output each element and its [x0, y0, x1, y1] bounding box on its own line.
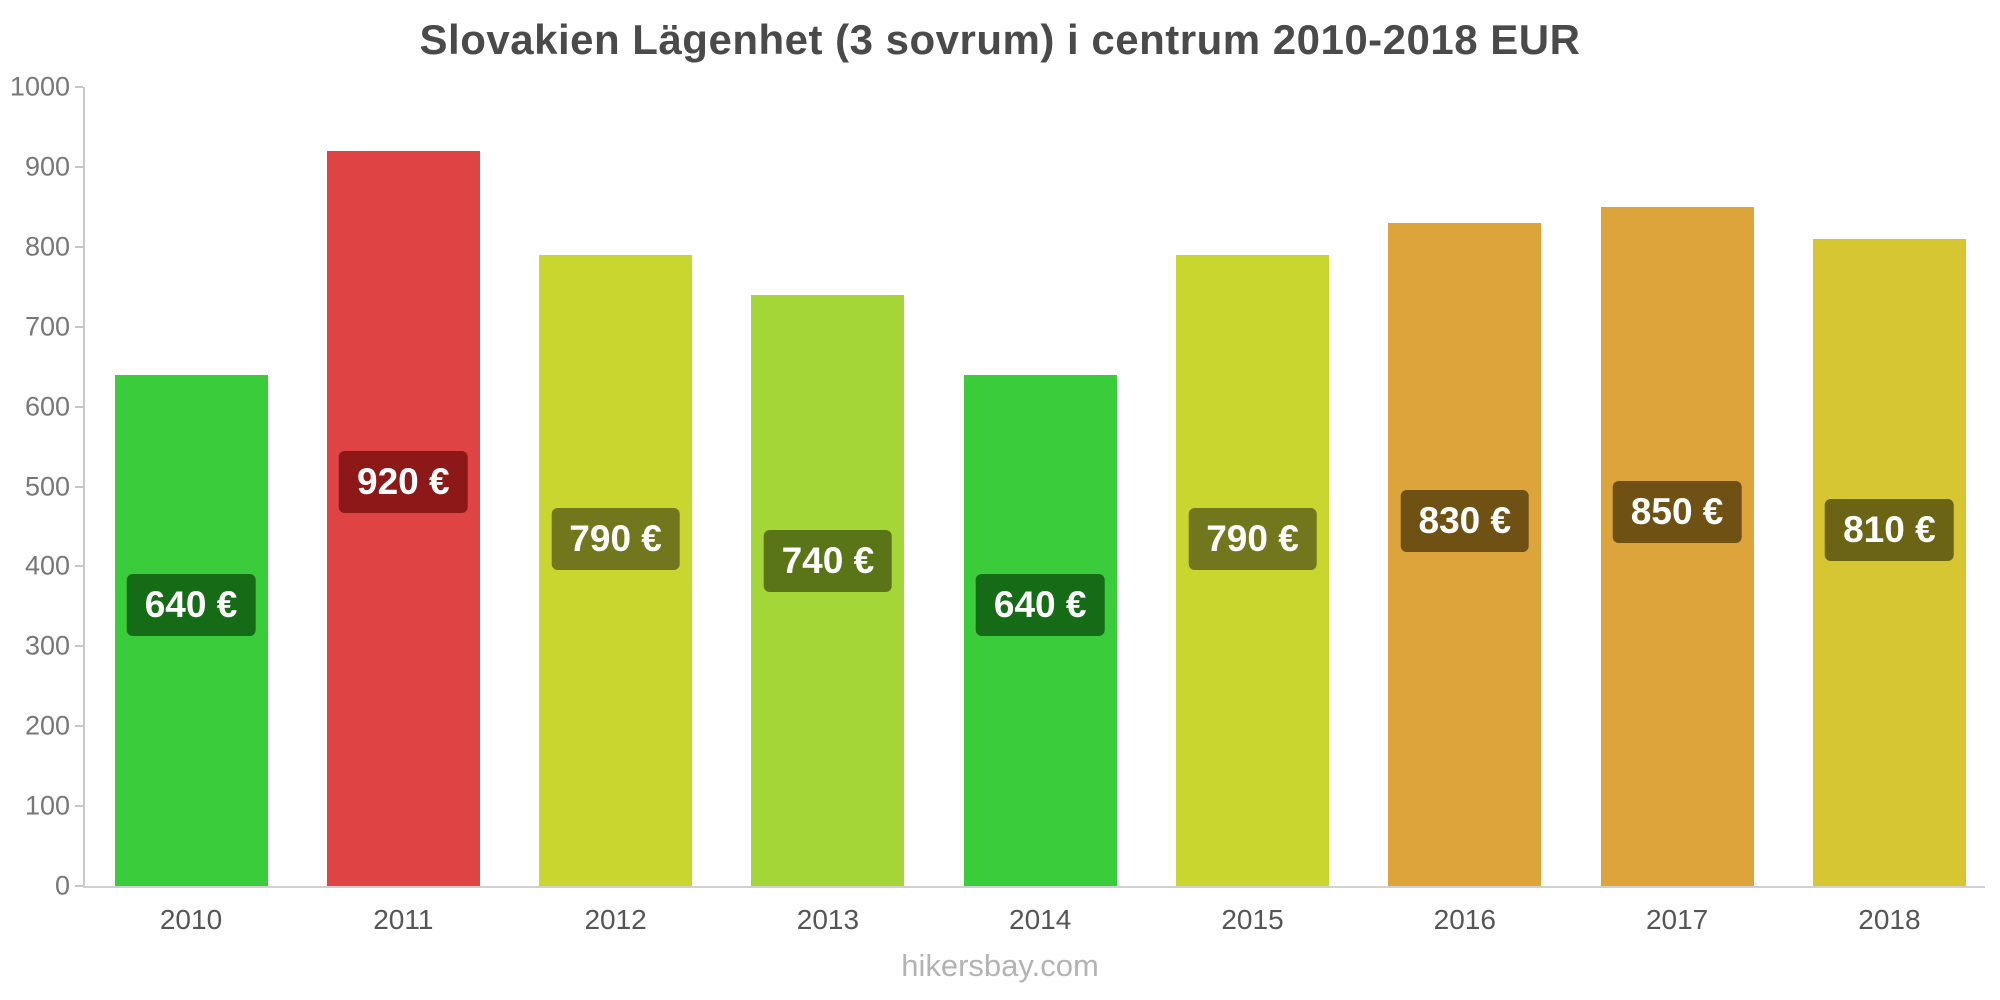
y-axis-tick-label: 600 — [24, 391, 70, 422]
y-axis-tick-mark — [75, 245, 83, 248]
bar-value-label: 640 € — [126, 573, 256, 636]
y-axis-tick-label: 500 — [24, 471, 70, 501]
y-axis-tick-label: 700 — [24, 311, 70, 342]
bar-value-label: 810 € — [1825, 499, 1954, 562]
y-axis-tick-label: 200 — [24, 710, 70, 741]
bar-2013: 740 € — [751, 294, 905, 886]
y-axis-tick-mark — [75, 86, 83, 88]
bar-2016: 830 € — [1388, 222, 1542, 886]
y-axis-tick-label: 800 — [24, 231, 70, 262]
y-axis-line — [83, 87, 85, 887]
bar-2014: 640 € — [963, 374, 1117, 886]
watermark-text: hikersbay.com — [901, 948, 1099, 983]
y-axis-tick-mark — [75, 485, 83, 488]
x-axis-tick-label: 2012 — [584, 904, 647, 935]
bar-value-label: 740 € — [763, 529, 893, 592]
x-axis-tick-label: 2014 — [1009, 904, 1072, 935]
bar-value-label: 790 € — [551, 507, 680, 570]
y-axis-tick-mark — [75, 565, 83, 568]
x-axis-tick-label: 2016 — [1433, 904, 1496, 935]
bar-2017: 850 € — [1600, 206, 1754, 886]
y-axis-tick-mark — [75, 405, 83, 408]
y-axis-tick-mark — [75, 325, 83, 328]
y-axis-tick-label: 0 — [54, 870, 70, 901]
y-axis-tick-label: 1000 — [9, 71, 70, 102]
y-axis-tick-mark — [75, 725, 83, 728]
bar-2015: 790 € — [1176, 254, 1329, 886]
y-axis-tick-label: 400 — [24, 550, 70, 581]
x-axis-tick-label: 2011 — [373, 904, 434, 935]
x-axis-tick-label: 2015 — [1221, 904, 1284, 935]
x-axis-line — [83, 886, 1985, 888]
y-axis-tick-label: 100 — [24, 790, 70, 821]
bar-value-label: 850 € — [1612, 481, 1742, 544]
bar-2018: 810 € — [1812, 238, 1966, 886]
y-axis-tick-mark — [75, 805, 83, 808]
bar-2011: 920 € — [326, 150, 480, 886]
x-axis-tick-label: 2018 — [1858, 904, 1921, 935]
y-axis-tick-mark — [75, 885, 83, 887]
y-axis-tick-label: 900 — [24, 151, 70, 182]
bar-2012: 790 € — [539, 254, 693, 886]
x-axis-tick-label: 2017 — [1645, 904, 1709, 935]
bar-value-label: 920 € — [339, 450, 468, 513]
x-axis-tick-label: 2013 — [796, 904, 860, 935]
y-axis-tick-mark — [75, 645, 83, 648]
y-axis-tick-label: 300 — [24, 630, 70, 661]
bar-value-label: 790 € — [1188, 507, 1317, 570]
x-axis-tick-label: 2010 — [159, 904, 223, 935]
bar-value-label: 830 € — [1400, 490, 1530, 553]
bar-value-label: 640 € — [975, 573, 1105, 636]
y-axis-tick-mark — [75, 165, 83, 168]
bar-2010: 640 € — [114, 374, 268, 886]
chart-title: Slovakien Lägenhet (3 sovrum) i centrum … — [419, 16, 1581, 63]
